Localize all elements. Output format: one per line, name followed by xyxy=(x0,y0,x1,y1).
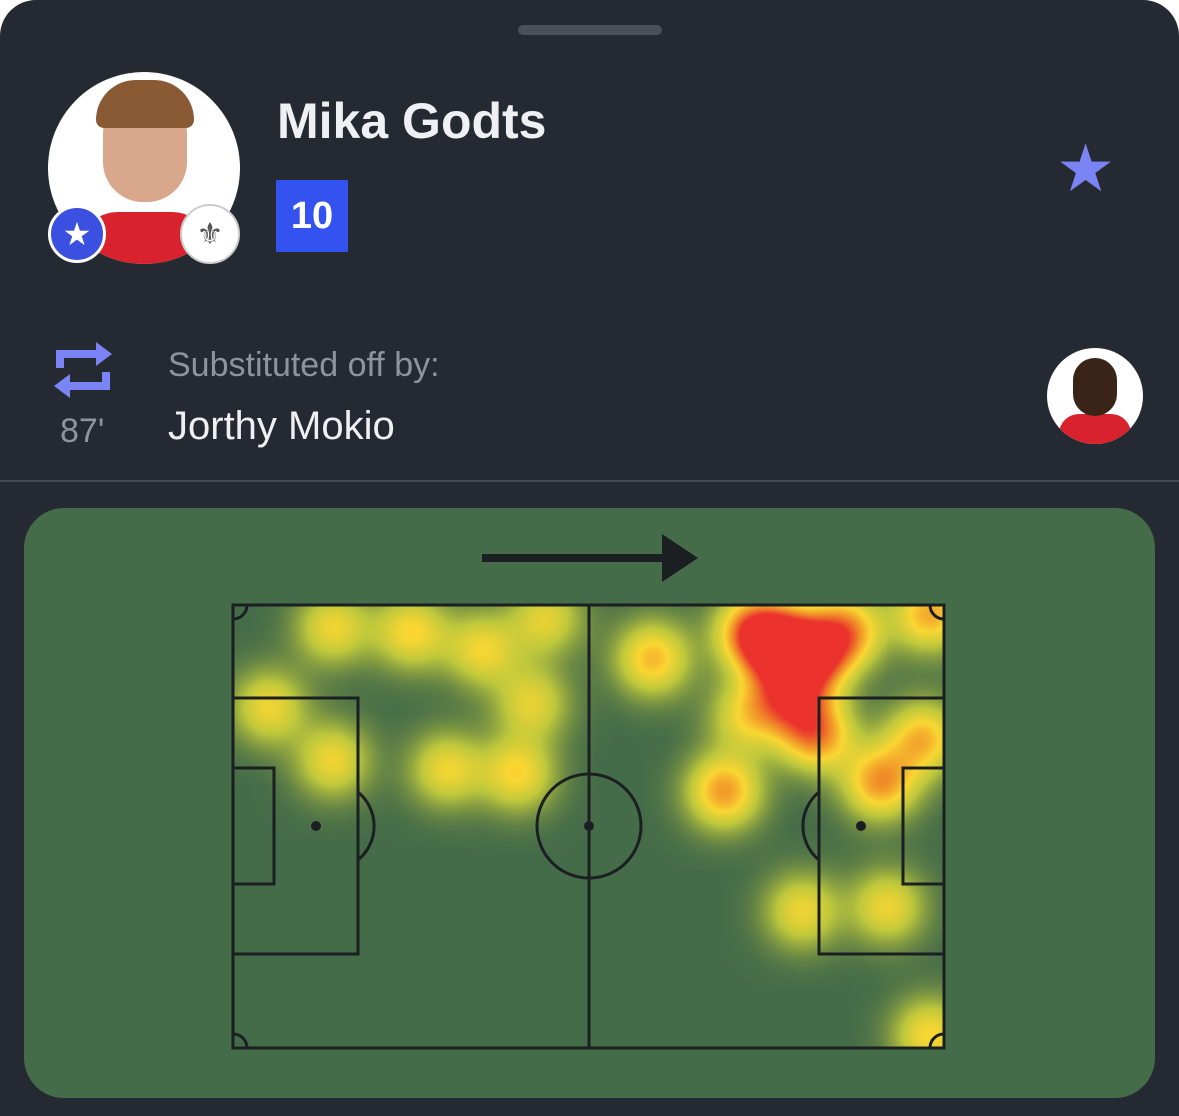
substitute-avatar[interactable] xyxy=(1047,348,1143,444)
attack-direction-arrow-icon xyxy=(482,534,698,582)
substitute-player-name[interactable]: Jorthy Mokio xyxy=(168,404,395,448)
heatmap-card xyxy=(24,508,1155,1098)
club-logo: ⚜ xyxy=(180,204,240,264)
substitution-arrows-icon xyxy=(54,342,112,398)
divider xyxy=(0,480,1179,482)
star-icon: ★ xyxy=(48,205,106,263)
player-name: Mika Godts xyxy=(277,93,547,149)
substitution-label: Substituted off by: xyxy=(168,346,440,384)
rating-badge: 10 xyxy=(276,180,348,252)
substitution-minute: 87' xyxy=(60,412,105,450)
favorite-star-icon[interactable]: ★ xyxy=(1056,131,1116,205)
drag-handle[interactable] xyxy=(518,25,662,35)
pitch-lines xyxy=(231,603,946,1050)
